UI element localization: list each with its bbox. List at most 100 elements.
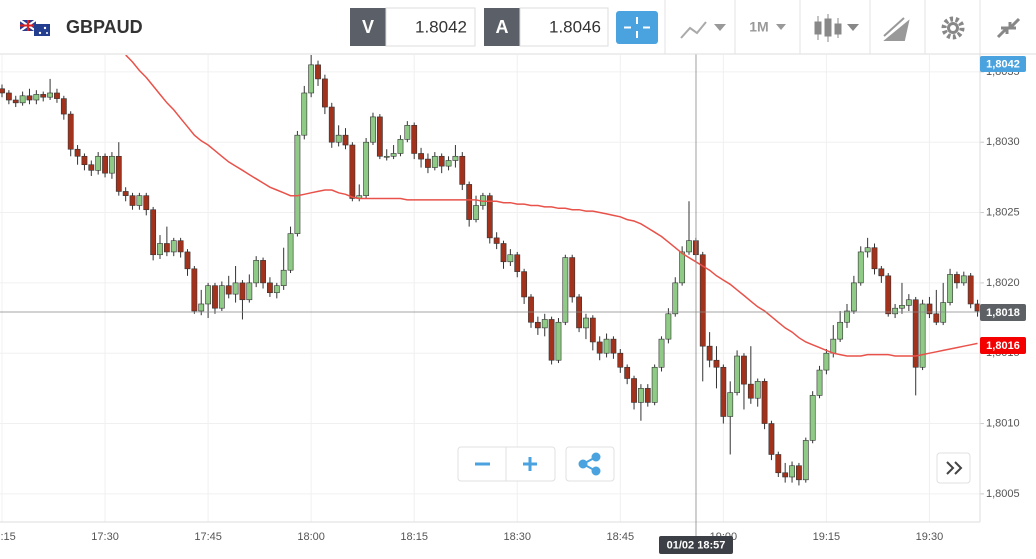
sell-button[interactable]	[350, 8, 386, 46]
y-tick-label: 1,8020	[986, 277, 1020, 289]
candle-body	[431, 155, 438, 168]
candle-body	[363, 141, 370, 196]
candle-body	[376, 116, 383, 157]
candle-body	[294, 134, 301, 234]
share-button[interactable]	[578, 452, 601, 476]
buy-label: A	[496, 17, 509, 37]
candle-body	[246, 282, 253, 301]
candle-body	[390, 153, 397, 157]
candle-body	[713, 359, 720, 368]
zoom-in-button[interactable]	[523, 457, 537, 471]
candle-body	[19, 95, 26, 104]
candle-body	[775, 454, 782, 474]
candle-body	[239, 282, 246, 301]
last-price-text: 1,8016	[986, 340, 1020, 352]
candle-body	[335, 134, 342, 143]
candle-body	[844, 310, 850, 323]
candle-body	[706, 345, 713, 361]
candle-body	[321, 78, 328, 108]
candle-body	[596, 341, 603, 354]
candle-body	[967, 275, 974, 305]
share-box	[565, 446, 615, 482]
candle-body	[273, 285, 280, 294]
candle-body	[198, 303, 205, 312]
candle-body	[33, 94, 40, 101]
candles	[0, 55, 980, 486]
candle-body	[122, 191, 129, 196]
x-tick-label: 18:00	[297, 531, 325, 543]
y-axis: 1,80051,80101,80151,80201,80251,80301,80…	[980, 66, 1020, 500]
candle-body	[768, 423, 775, 455]
candle-body	[404, 125, 411, 140]
candle-body	[74, 148, 81, 157]
candle-body	[871, 247, 878, 270]
x-tick-label: 17:45	[194, 531, 222, 543]
candle-body	[672, 282, 679, 315]
settings-button[interactable]	[941, 16, 965, 40]
candle-body	[789, 465, 795, 478]
price-tag	[980, 56, 1026, 72]
candle-body	[651, 366, 658, 403]
candle-body	[644, 388, 651, 403]
candle-body	[960, 275, 967, 284]
crosshair-button[interactable]	[616, 11, 658, 44]
separators	[664, 0, 981, 54]
candle-body	[12, 99, 19, 104]
candle-body	[796, 465, 802, 481]
x-tick-label: 19:30	[916, 531, 944, 543]
x-tick-label: 17:15	[0, 531, 16, 543]
crosshair-icon	[624, 17, 650, 38]
candle-body	[109, 155, 115, 174]
y-tick-label: 1,8030	[986, 136, 1020, 148]
candle-body	[899, 305, 905, 309]
candle-body	[225, 285, 232, 295]
candle-body	[885, 275, 892, 315]
candle-body	[905, 299, 912, 306]
buy-button[interactable]	[484, 8, 520, 46]
candle-body	[734, 355, 740, 393]
chart-type-button[interactable]	[680, 21, 726, 39]
candle-body	[583, 317, 589, 329]
candle-body	[727, 392, 734, 417]
moving-average	[125, 55, 978, 357]
candle-body	[54, 92, 60, 99]
candle-body	[143, 195, 150, 211]
candle-body	[754, 381, 761, 399]
collapse-button[interactable]	[996, 17, 1021, 39]
candle-body	[617, 352, 624, 368]
timeframe-button[interactable]: 1M	[749, 19, 768, 35]
candle-body	[452, 155, 459, 161]
candle-body	[802, 440, 809, 481]
candle-body	[308, 64, 315, 94]
y-tick-label: 1,8025	[986, 206, 1020, 218]
x-tick-label: 17:30	[91, 531, 119, 543]
flag	[19, 19, 50, 36]
candle-body	[136, 195, 143, 206]
candle-body	[301, 92, 308, 136]
candle-body	[782, 472, 789, 478]
candle-style-button[interactable]	[814, 14, 859, 42]
candle-body	[102, 155, 108, 174]
ask-price: 1.8046	[549, 17, 601, 36]
candle-body	[411, 125, 418, 154]
candle-body	[761, 381, 768, 424]
candle-body	[816, 369, 823, 396]
candle-body	[383, 155, 390, 158]
x-tick-label: 18:45	[607, 531, 635, 543]
candle-body	[850, 282, 857, 312]
candle-body	[830, 338, 837, 354]
timeframe-caret	[776, 24, 786, 30]
candle-body	[541, 319, 548, 329]
candle-body	[466, 184, 473, 220]
candle-body	[397, 139, 404, 154]
candle-body	[438, 155, 445, 167]
candle-body	[88, 164, 95, 171]
candle-body	[5, 92, 12, 101]
candle-body	[67, 113, 74, 150]
candle-body	[328, 106, 335, 143]
draw-button[interactable]	[883, 17, 910, 41]
candle-body	[665, 313, 672, 340]
candle-body	[486, 195, 493, 239]
